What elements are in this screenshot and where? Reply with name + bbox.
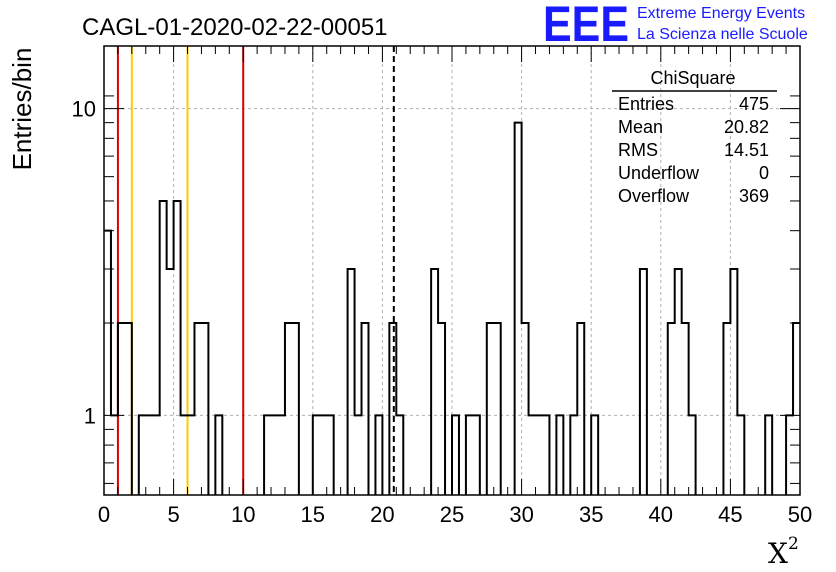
histogram-bin [327,415,334,525]
histogram-bin [188,415,195,525]
histogram-bin [570,415,577,525]
histogram-bin [348,269,355,525]
stats-label: Underflow [618,163,700,183]
histogram-bin [640,269,647,525]
histogram-bin [264,415,271,525]
y-axis-label: Entries/bin [7,48,37,171]
histogram-bin [153,415,160,525]
x-axis-label: X 2 [768,534,799,570]
stats-label: RMS [618,140,658,160]
histogram-bin [139,415,146,525]
histogram-bin [181,415,188,525]
histogram-bin [473,415,480,525]
stats-value: 14.51 [724,140,769,160]
axes [103,45,801,496]
histogram-bin [174,201,181,525]
histogram-bin [431,269,438,525]
histogram-bin [146,415,153,525]
stats-value: 475 [739,94,769,114]
histogram-bin [730,269,737,525]
histogram-clip-group [104,121,800,525]
x-axis-label-superscript: 2 [788,534,799,554]
histogram-bin [689,415,696,525]
x-tick-label: 10 [231,502,255,527]
y-tick-labels: 1 10 [72,97,96,429]
histogram-bin [556,415,563,525]
y-tick-label: 10 [72,97,96,122]
histogram-bin [675,269,682,525]
x-tick-labels: 0 5 10 15 20 25 30 35 40 45 50 [98,502,812,527]
histogram [104,121,800,525]
histogram-bin [466,415,473,525]
histogram-bin [160,201,167,525]
x-tick-label: 40 [649,502,673,527]
marker-lines [116,46,395,495]
stats-rows: Entries 475 Mean 20.82 RMS 14.51 Underflow 0 Ove… [618,94,769,206]
chart-title: CAGL-01-2020-02-22-00051 [82,14,388,41]
stats-label: Mean [618,117,663,137]
histogram-bin [167,269,174,525]
histogram-bin [104,231,111,525]
histogram-bin [355,415,362,525]
stats-title: ChiSquare [650,68,735,88]
x-tick-label: 30 [509,502,533,527]
histogram-bin [215,415,222,525]
logo-line-2: La Scienza nelle Scuole [637,26,808,43]
logo-letters: EEE [543,0,629,52]
stats-value: 369 [739,186,769,206]
x-tick-label: 0 [98,502,110,527]
eee-logo: EEE Extreme Energy Events La Scienza nel… [543,0,808,52]
histogram-bin [396,415,403,525]
x-tick-label: 45 [718,502,742,527]
histogram-bin [111,415,118,525]
histogram-bin [278,415,285,525]
histogram-bin [542,415,549,525]
stats-label: Overflow [618,186,690,206]
stats-box: ChiSquare Entries 475 Mean 20.82 RMS 14.51 Und… [612,68,777,206]
x-tick-label: 5 [167,502,179,527]
x-tick-label: 35 [579,502,603,527]
x-axis-label-base: X [768,537,788,570]
stats-label: Entries [618,94,674,114]
y-tick-label: 1 [84,403,96,428]
histogram-bin [536,415,543,525]
x-tick-label: 50 [788,502,812,527]
histogram-bin [271,415,278,525]
stats-value: 0 [759,163,769,183]
x-tick-label: 15 [301,502,325,527]
x-tick-label: 20 [370,502,394,527]
histogram-outline [104,121,800,495]
x-tick-label: 25 [440,502,464,527]
histogram-bin [765,415,772,525]
stats-value: 20.82 [724,117,769,137]
logo-line-1: Extreme Energy Events [637,5,805,22]
histogram-bin [515,123,522,525]
